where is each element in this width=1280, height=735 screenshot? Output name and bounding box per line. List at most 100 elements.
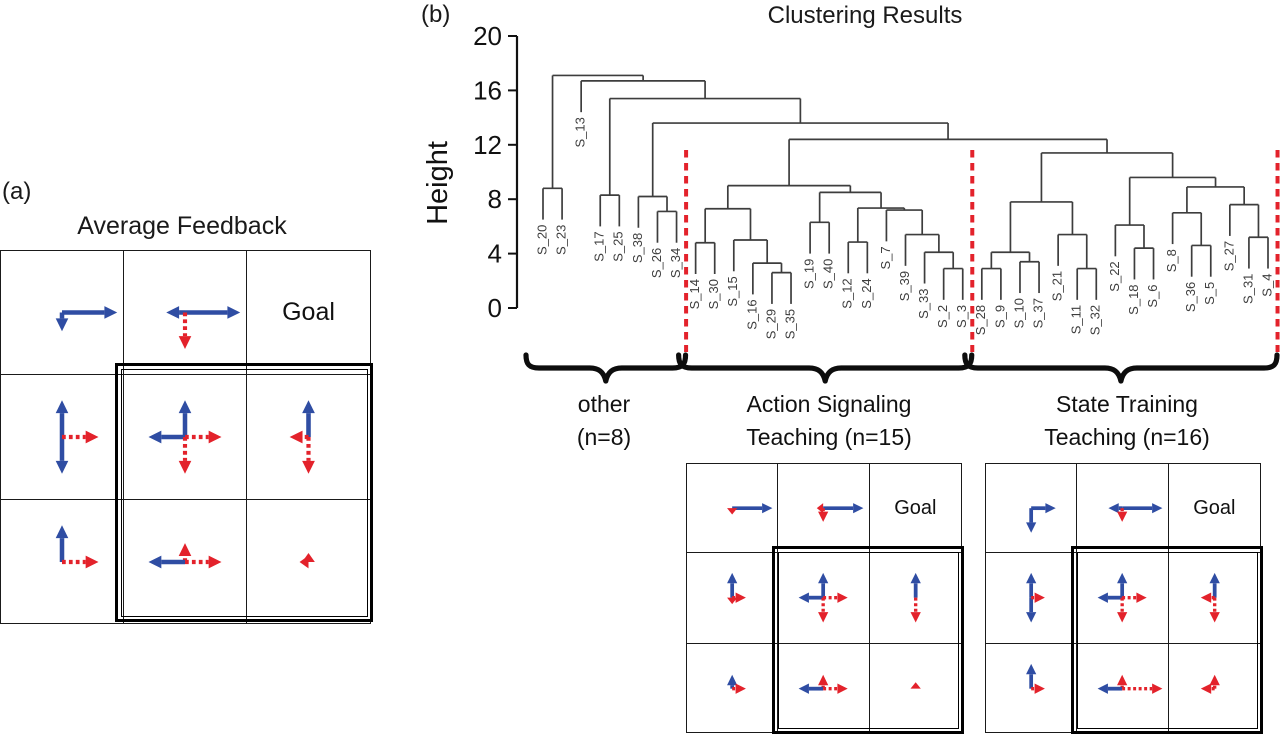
group-action-line2: Teaching (n=15) (746, 424, 912, 450)
leaf-label: S_29 (763, 309, 778, 339)
leaf-label: S_4 (1259, 274, 1274, 297)
y-tick-label: 4 (488, 239, 502, 269)
policy-arrows (910, 573, 921, 623)
y-tick-label: 20 (473, 21, 502, 51)
group-action-line1: Action Signaling (746, 391, 912, 417)
leaf-label: S_32 (1088, 305, 1103, 335)
grid-cell-r2c0 (986, 643, 1078, 734)
brace (962, 352, 1280, 384)
policy-arrows (1200, 573, 1220, 623)
policy-arrows (148, 543, 222, 569)
leaf-label: S_25 (611, 231, 626, 261)
leaf-label: S_22 (1107, 261, 1122, 291)
grid-cell-r0c1 (124, 251, 247, 375)
leaf-label: S_31 (1240, 274, 1255, 304)
leaf-label: S_10 (1011, 298, 1026, 328)
leaf-label: S_15 (725, 276, 740, 306)
group-state-line2: Teaching (n=16) (1044, 424, 1210, 450)
policy-arrows (1097, 573, 1148, 623)
policy-arrows (910, 681, 921, 689)
leaf-labels: S_20 S_23 S_17 S_25 S_26 S_34 S_38 S_14 S_30 S_29… (534, 117, 1274, 339)
leaf-label: S_12 (840, 278, 855, 308)
leaf-label: S_39 (897, 271, 912, 301)
leaf-label: S_9 (992, 305, 1007, 328)
grid-cell-r2c0 (687, 643, 779, 734)
leaf-label: S_40 (821, 259, 836, 289)
policy-arrows (798, 674, 849, 694)
group-label-other: other (n=8) (444, 388, 764, 454)
grid-cell-r1c2 (869, 553, 961, 644)
clustering-results-title: Clustering Results (767, 2, 963, 29)
leaf-label: S_16 (744, 299, 759, 329)
leaf-label: S_35 (782, 309, 797, 339)
leaf-label: S_28 (973, 305, 988, 335)
leaf-label: S_11 (1069, 305, 1084, 334)
grid-cell-r1c1 (1077, 553, 1169, 644)
leaf-label: S_24 (859, 278, 874, 308)
goal-label: Goal (894, 496, 937, 519)
leaf-label: S_36 (1183, 282, 1198, 312)
goal-label: Goal (1193, 496, 1236, 519)
leaf-label: S_2 (935, 305, 950, 328)
leaf-label: S_14 (687, 279, 702, 309)
policy-arrows (1108, 503, 1163, 522)
policy-arrows (727, 503, 773, 515)
leaf-label: S_23 (554, 225, 569, 255)
cluster-separators (684, 150, 1280, 352)
policy-arrows (817, 503, 864, 522)
grid-cell-r2c2 (870, 644, 961, 733)
policy-arrows (289, 400, 315, 474)
grid-cell-r2c1 (124, 499, 247, 624)
grid-cell-r1c0 (1, 374, 124, 500)
leaf-label: S_26 (649, 248, 664, 278)
policy-arrows (798, 573, 849, 623)
grid-cell-r2c1 (1077, 643, 1169, 734)
grid-cell-r0c0 (986, 464, 1078, 554)
y-tick-label: 8 (488, 184, 502, 214)
y-axis-title: Height (422, 141, 454, 225)
policy-arrows (55, 400, 99, 474)
policy-arrows (55, 525, 99, 569)
grid-cell-r2c2 (1169, 644, 1260, 733)
grid-cell-r0c1 (1077, 464, 1169, 554)
policy-arrows (727, 573, 746, 605)
grid-cell-r0c1 (778, 464, 870, 554)
grid-cell-r1c0 (687, 553, 779, 644)
leaf-label: S_34 (668, 248, 683, 278)
grid-cell-r2c0 (1, 499, 124, 624)
policy-arrows (55, 306, 118, 332)
grid-average-feedback: Goal (0, 250, 371, 624)
leaf-label: S_5 (1202, 282, 1217, 305)
group-other-line2: (n=8) (576, 424, 632, 450)
grid-cell-r1c0 (986, 553, 1078, 644)
group-other-line1: other (577, 391, 631, 417)
leaf-label: S_8 (1164, 249, 1179, 272)
y-axis: 0 4 8 12 16 20 Height (422, 21, 519, 323)
grid-cell-r1c2 (1168, 553, 1260, 644)
grid-action-signaling: Goal (686, 463, 962, 734)
policy-arrows (1026, 573, 1045, 623)
leaf-label: S_27 (1221, 241, 1236, 271)
grid-cell-r0c2: Goal (247, 251, 370, 375)
brace (676, 352, 975, 384)
policy-arrows (1026, 663, 1045, 694)
y-tick-label: 16 (473, 75, 502, 105)
grid-cell-r1c2 (247, 375, 370, 500)
dendrogram-tree (542, 74, 1269, 304)
group-braces (523, 352, 1280, 384)
leaf-label: S_19 (802, 259, 817, 289)
grid-cell-r0c2: Goal (1168, 464, 1260, 554)
brace (523, 352, 689, 384)
panel-b-label: (b) (421, 1, 451, 28)
policy-arrows (166, 306, 241, 349)
leaf-label: S_30 (706, 279, 721, 309)
leaf-label: S_3 (954, 305, 969, 328)
y-tick-label: 12 (473, 130, 502, 160)
leaf-label: S_38 (630, 233, 645, 263)
leaf-label: S_17 (592, 231, 607, 261)
y-tick-label: 0 (488, 293, 502, 323)
goal-label: Goal (282, 297, 335, 326)
grid-cell-r0c2: Goal (869, 464, 961, 554)
leaf-label: S_37 (1030, 298, 1045, 328)
